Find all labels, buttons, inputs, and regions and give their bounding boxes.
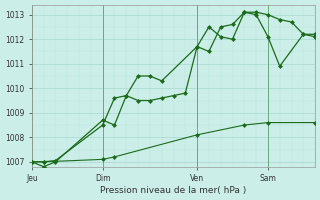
X-axis label: Pression niveau de la mer( hPa ): Pression niveau de la mer( hPa ) bbox=[100, 186, 247, 195]
